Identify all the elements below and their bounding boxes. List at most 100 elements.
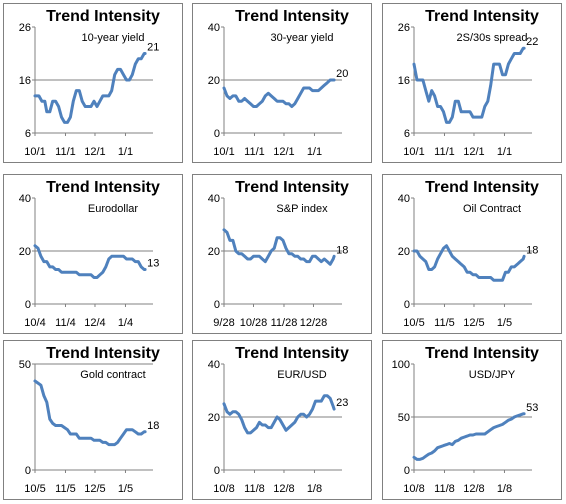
y-tick-label: 0 [404,465,410,477]
x-tick-label: 12/8 [273,483,294,495]
panel-frame [382,340,562,500]
panel-frame [382,174,562,334]
x-tick-label: 1/8 [307,483,322,495]
chart-title: Trend Intensity [235,345,349,362]
chart-title: Trend Intensity [425,345,539,362]
y-tick-label: 0 [214,128,220,140]
x-tick-label: 10/5 [24,483,45,495]
x-tick-label: 11/5 [434,317,455,329]
y-tick-label: 0 [25,465,31,477]
x-tick-label: 12/1 [84,146,105,158]
x-tick-label: 12/4 [84,317,105,329]
series-line [222,78,336,108]
y-tick-label: 50 [19,359,31,371]
y-tick-label: 20 [19,246,31,258]
x-tick-label: 12/1 [273,146,294,158]
x-tick-label: 10/8 [403,483,424,495]
chart-title: Trend Intensity [425,8,539,25]
chart-title: Trend Intensity [46,8,160,25]
x-tick-label: 11/28 [271,317,298,329]
y-tick-label: 20 [208,75,220,87]
x-tick-label: 12/28 [300,317,328,329]
x-tick-label: 12/1 [463,146,484,158]
y-tick-label: 16 [398,75,410,87]
x-tick-label: 1/1 [307,146,322,158]
chart-panel-2: 0 20 40 10/1 11/1 12/1 1/1 20 Trend Intensity 30-… [192,3,372,163]
chart-panel-3: 6 16 26 10/1 11/1 12/1 1/1 22 Trend Intensity 2S/… [382,3,562,163]
chart-subtitle: Gold contract [80,369,145,381]
y-tick-label: 26 [398,22,410,34]
x-tick-label: 12/5 [84,483,105,495]
x-tick-label: 10/1 [403,146,424,158]
y-tick-label: 100 [392,359,410,371]
chart-subtitle: 2S/30s spread [457,32,528,44]
chart-title: Trend Intensity [235,8,349,25]
x-tick-label: 1/1 [497,146,512,158]
end-value-label: 18 [147,420,159,432]
chart-panel-4: 0 20 40 10/4 11/4 12/4 1/4 13 Trend Intensity Eur… [3,174,183,334]
x-tick-label: 10/4 [24,317,45,329]
end-value-label: 18 [526,244,538,256]
y-tick-label: 50 [398,412,410,424]
y-tick-label: 40 [208,22,220,34]
series-line [222,394,336,435]
chart-panel-9: 0 50 100 10/8 11/8 12/8 1/8 53 Trend Intensity US… [382,340,562,500]
chart-subtitle: EUR/USD [277,369,327,381]
panel-frame [3,340,183,500]
x-tick-label: 10/5 [403,317,424,329]
y-tick-label: 20 [208,246,220,258]
y-tick-label: 16 [19,75,31,87]
y-tick-label: 0 [404,299,410,311]
panel-frame [192,174,372,334]
x-tick-label: 12/5 [463,317,484,329]
chart-panel-6: 0 20 40 10/5 11/5 12/5 1/5 18 Trend Intensity Oil… [382,174,562,334]
x-tick-label: 10/1 [24,146,45,158]
chart-title: Trend Intensity [425,179,539,196]
x-tick-label: 11/1 [434,146,455,158]
y-tick-label: 0 [214,299,220,311]
chart-subtitle: Eurodollar [88,203,138,215]
chart-panel-8: 0 20 40 10/8 11/8 12/8 1/8 23 Trend Intensity EUR… [192,340,372,500]
y-tick-label: 20 [208,412,220,424]
y-tick-label: 40 [398,193,410,205]
y-tick-label: 40 [208,359,220,371]
x-tick-label: 1/1 [118,146,133,158]
panel-frame [192,3,372,163]
end-value-label: 20 [336,68,348,80]
x-tick-label: 10/28 [240,317,268,329]
x-tick-label: 11/5 [55,483,76,495]
chart-subtitle: USD/JPY [469,369,516,381]
x-tick-label: 11/4 [55,317,76,329]
x-tick-label: 11/8 [244,483,265,495]
series-line [412,412,526,461]
x-tick-label: 9/28 [213,317,234,329]
y-tick-label: 40 [208,193,220,205]
y-tick-label: 26 [19,22,31,34]
end-value-label: 21 [147,42,159,54]
chart-subtitle: Oil Contract [463,203,521,215]
series-line [412,46,526,124]
chart-panel-7: 0 50 10/5 11/5 12/5 1/5 18 Trend Intensity Gold … [3,340,183,500]
series-line [33,52,147,124]
end-value-label: 13 [147,258,159,270]
x-tick-label: 10/8 [213,483,234,495]
panel-frame [192,340,372,500]
x-tick-label: 12/8 [463,483,484,495]
series-line [412,244,526,282]
x-tick-label: 1/8 [497,483,512,495]
chart-title: Trend Intensity [46,179,160,196]
chart-subtitle: 10-year yield [82,32,145,44]
end-value-label: 22 [526,36,538,48]
y-tick-label: 6 [25,128,31,140]
chart-panel-5: 0 20 40 9/28 10/28 11/28 12/28 18 Trend Intensit… [192,174,372,334]
series-line [33,379,147,447]
y-tick-label: 0 [25,299,31,311]
x-tick-label: 11/1 [244,146,265,158]
end-value-label: 53 [526,402,538,414]
panel-frame [382,3,562,163]
panel-frame [3,174,183,334]
series-line [33,244,147,279]
y-tick-label: 40 [19,193,31,205]
series-line [222,228,336,266]
